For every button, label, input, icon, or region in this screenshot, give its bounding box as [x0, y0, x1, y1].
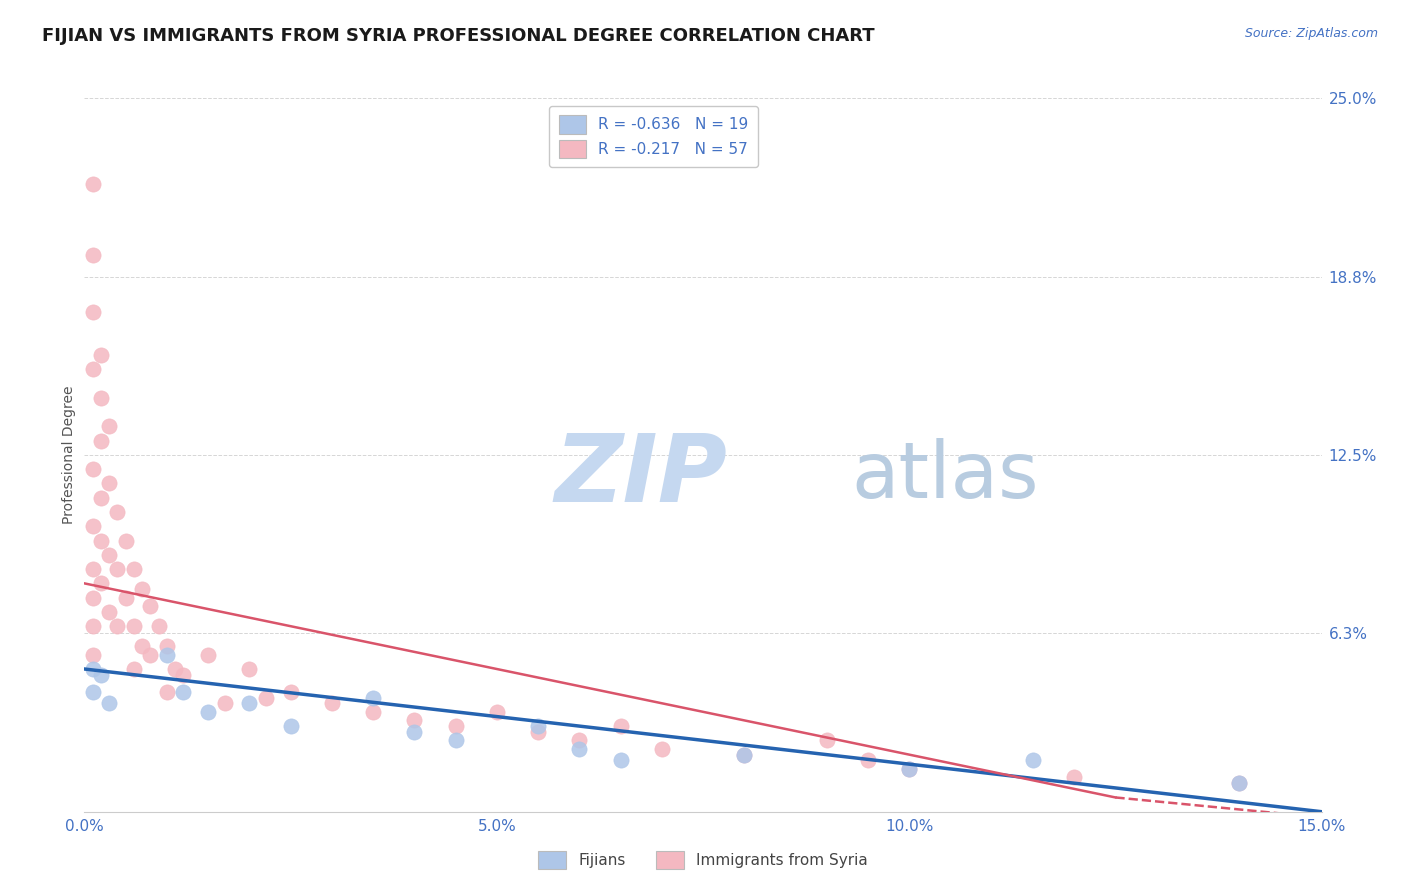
Point	[172, 685, 194, 699]
Point	[82, 662, 104, 676]
Point	[444, 719, 467, 733]
Point	[82, 685, 104, 699]
Point	[90, 533, 112, 548]
Y-axis label: Professional Degree: Professional Degree	[62, 385, 76, 524]
Point	[280, 719, 302, 733]
Point	[156, 648, 179, 662]
Point	[82, 648, 104, 662]
Point	[131, 582, 153, 596]
Point	[114, 591, 136, 605]
Point	[122, 619, 145, 633]
Point	[139, 599, 162, 614]
Point	[90, 434, 112, 448]
Point	[122, 562, 145, 576]
Point	[114, 533, 136, 548]
Point	[165, 662, 187, 676]
Point	[361, 705, 384, 719]
Point	[105, 562, 128, 576]
Point	[197, 648, 219, 662]
Text: Source: ZipAtlas.com: Source: ZipAtlas.com	[1244, 27, 1378, 40]
Point	[444, 733, 467, 747]
Point	[156, 639, 179, 653]
Point	[609, 753, 631, 767]
Point	[361, 690, 384, 705]
Point	[1227, 776, 1250, 790]
Point	[1227, 776, 1250, 790]
Point	[485, 705, 508, 719]
Point	[609, 719, 631, 733]
Point	[898, 762, 921, 776]
Point	[148, 619, 170, 633]
Point	[98, 476, 121, 491]
Point	[105, 619, 128, 633]
Point	[1022, 753, 1045, 767]
Point	[404, 724, 426, 739]
Point	[105, 505, 128, 519]
Point	[98, 696, 121, 710]
Point	[568, 733, 591, 747]
Point	[1063, 771, 1085, 785]
Point	[90, 576, 112, 591]
Text: FIJIAN VS IMMIGRANTS FROM SYRIA PROFESSIONAL DEGREE CORRELATION CHART: FIJIAN VS IMMIGRANTS FROM SYRIA PROFESSI…	[42, 27, 875, 45]
Point	[238, 662, 260, 676]
Point	[139, 648, 162, 662]
Point	[733, 747, 755, 762]
Point	[856, 753, 879, 767]
Legend: Fijians, Immigrants from Syria: Fijians, Immigrants from Syria	[533, 845, 873, 875]
Point	[82, 519, 104, 533]
Point	[82, 562, 104, 576]
Point	[733, 747, 755, 762]
Point	[82, 305, 104, 319]
Point	[197, 705, 219, 719]
Point	[90, 491, 112, 505]
Point	[82, 462, 104, 476]
Point	[172, 667, 194, 681]
Point	[98, 548, 121, 562]
Point	[131, 639, 153, 653]
Point	[527, 724, 550, 739]
Text: ZIP: ZIP	[554, 430, 727, 523]
Point	[527, 719, 550, 733]
Point	[156, 685, 179, 699]
Point	[82, 177, 104, 191]
Point	[815, 733, 838, 747]
Point	[898, 762, 921, 776]
Point	[82, 619, 104, 633]
Point	[321, 696, 343, 710]
Point	[90, 391, 112, 405]
Point	[90, 667, 112, 681]
Point	[238, 696, 260, 710]
Point	[98, 605, 121, 619]
Text: atlas: atlas	[852, 438, 1039, 515]
Point	[98, 419, 121, 434]
Point	[82, 362, 104, 376]
Point	[82, 591, 104, 605]
Point	[214, 696, 236, 710]
Point	[90, 348, 112, 362]
Point	[122, 662, 145, 676]
Point	[651, 742, 673, 756]
Point	[568, 742, 591, 756]
Point	[82, 248, 104, 262]
Point	[404, 714, 426, 728]
Point	[280, 685, 302, 699]
Point	[254, 690, 277, 705]
